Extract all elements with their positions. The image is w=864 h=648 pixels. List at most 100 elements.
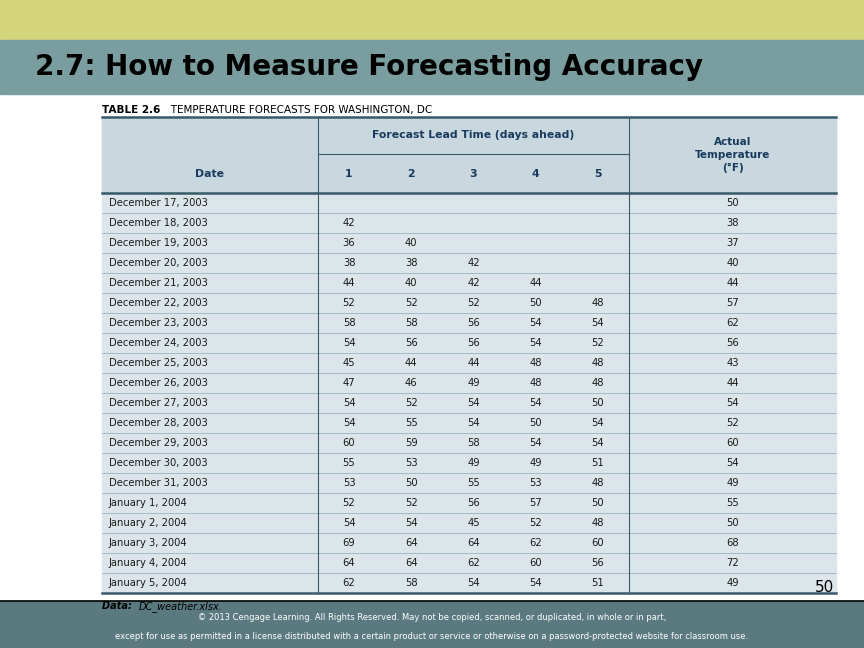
Text: 53: 53 <box>343 478 355 488</box>
Text: 40: 40 <box>405 278 417 288</box>
Text: 54: 54 <box>727 458 739 468</box>
Text: 46: 46 <box>405 378 417 388</box>
Text: 40: 40 <box>727 258 739 268</box>
Text: 54: 54 <box>592 438 604 448</box>
Text: 60: 60 <box>592 538 604 548</box>
Text: 55: 55 <box>343 458 355 468</box>
Text: 49: 49 <box>727 478 739 488</box>
Text: 54: 54 <box>343 518 355 528</box>
Text: December 20, 2003: December 20, 2003 <box>109 258 207 268</box>
Text: 52: 52 <box>467 298 480 308</box>
Text: 64: 64 <box>467 538 480 548</box>
Text: Data:: Data: <box>102 601 135 610</box>
Text: 52: 52 <box>343 498 355 508</box>
Text: 56: 56 <box>405 338 417 348</box>
Text: 62: 62 <box>530 538 542 548</box>
Text: 4: 4 <box>532 168 539 179</box>
Text: 57: 57 <box>530 498 542 508</box>
Text: 49: 49 <box>467 458 480 468</box>
Text: December 22, 2003: December 22, 2003 <box>109 298 207 308</box>
Text: 52: 52 <box>343 298 355 308</box>
Text: 54: 54 <box>467 418 480 428</box>
Text: 42: 42 <box>467 278 480 288</box>
Text: 68: 68 <box>727 538 739 548</box>
Text: 43: 43 <box>727 358 739 368</box>
Text: 54: 54 <box>530 398 542 408</box>
Text: 37: 37 <box>727 238 739 248</box>
Text: December 17, 2003: December 17, 2003 <box>109 198 207 208</box>
Text: December 18, 2003: December 18, 2003 <box>109 218 207 228</box>
Text: 62: 62 <box>727 318 739 328</box>
Text: 52: 52 <box>405 298 417 308</box>
Text: 38: 38 <box>727 218 739 228</box>
Text: 47: 47 <box>343 378 355 388</box>
Text: 48: 48 <box>592 358 604 368</box>
Text: Forecast Lead Time (days ahead): Forecast Lead Time (days ahead) <box>372 130 575 141</box>
Text: 64: 64 <box>405 538 417 548</box>
Text: December 25, 2003: December 25, 2003 <box>109 358 207 368</box>
Text: Actual
Temperature
(°F): Actual Temperature (°F) <box>695 137 771 173</box>
Text: 54: 54 <box>592 418 604 428</box>
Text: 54: 54 <box>530 438 542 448</box>
Text: 62: 62 <box>467 558 480 568</box>
Text: 72: 72 <box>727 558 739 568</box>
Text: © 2013 Cengage Learning. All Rights Reserved. May not be copied, scanned, or dup: © 2013 Cengage Learning. All Rights Rese… <box>198 613 666 622</box>
Text: January 3, 2004: January 3, 2004 <box>109 538 187 548</box>
Text: Date: Date <box>195 168 225 179</box>
Text: 50: 50 <box>727 198 739 208</box>
Text: December 29, 2003: December 29, 2003 <box>109 438 207 448</box>
Text: 50: 50 <box>530 418 542 428</box>
Text: 56: 56 <box>467 318 480 328</box>
Text: TEMPERATURE FORECASTS FOR WASHINGTON, DC: TEMPERATURE FORECASTS FOR WASHINGTON, DC <box>161 105 432 115</box>
Text: 44: 44 <box>405 358 417 368</box>
Text: 49: 49 <box>467 378 480 388</box>
Text: 51: 51 <box>592 458 604 468</box>
Text: 54: 54 <box>343 418 355 428</box>
Text: January 2, 2004: January 2, 2004 <box>109 518 187 528</box>
Text: 54: 54 <box>343 398 355 408</box>
Text: 1: 1 <box>346 168 353 179</box>
Text: 54: 54 <box>530 318 542 328</box>
Text: 56: 56 <box>467 338 480 348</box>
Text: 50: 50 <box>815 580 834 595</box>
Text: 36: 36 <box>343 238 355 248</box>
Text: 40: 40 <box>405 238 417 248</box>
Text: 52: 52 <box>727 418 739 428</box>
Text: 62: 62 <box>343 578 355 588</box>
Text: 44: 44 <box>530 278 542 288</box>
Text: 52: 52 <box>530 518 542 528</box>
Text: DC_weather.xlsx.: DC_weather.xlsx. <box>138 601 222 612</box>
Text: December 31, 2003: December 31, 2003 <box>109 478 207 488</box>
Text: 54: 54 <box>405 518 417 528</box>
Text: 60: 60 <box>530 558 542 568</box>
Text: 49: 49 <box>530 458 542 468</box>
Text: 56: 56 <box>727 338 739 348</box>
Text: 59: 59 <box>405 438 417 448</box>
Text: 56: 56 <box>592 558 604 568</box>
Text: December 27, 2003: December 27, 2003 <box>109 398 207 408</box>
Text: December 24, 2003: December 24, 2003 <box>109 338 207 348</box>
Text: 58: 58 <box>405 318 417 328</box>
Text: 54: 54 <box>343 338 355 348</box>
Text: 64: 64 <box>343 558 355 568</box>
Text: 42: 42 <box>467 258 480 268</box>
Text: 48: 48 <box>530 358 542 368</box>
Text: December 30, 2003: December 30, 2003 <box>109 458 207 468</box>
Text: January 1, 2004: January 1, 2004 <box>109 498 187 508</box>
Text: 48: 48 <box>592 298 604 308</box>
Bar <box>0 601 864 648</box>
Text: 55: 55 <box>467 478 480 488</box>
Text: 50: 50 <box>405 478 417 488</box>
Text: 3: 3 <box>470 168 477 179</box>
Text: 45: 45 <box>467 518 480 528</box>
Text: December 26, 2003: December 26, 2003 <box>109 378 207 388</box>
Text: January 4, 2004: January 4, 2004 <box>109 558 187 568</box>
Text: 54: 54 <box>727 398 739 408</box>
Text: 58: 58 <box>343 318 355 328</box>
Text: 58: 58 <box>467 438 480 448</box>
Text: 53: 53 <box>405 458 417 468</box>
Text: 48: 48 <box>592 378 604 388</box>
Text: 55: 55 <box>405 418 417 428</box>
Text: December 28, 2003: December 28, 2003 <box>109 418 207 428</box>
Text: 54: 54 <box>530 338 542 348</box>
